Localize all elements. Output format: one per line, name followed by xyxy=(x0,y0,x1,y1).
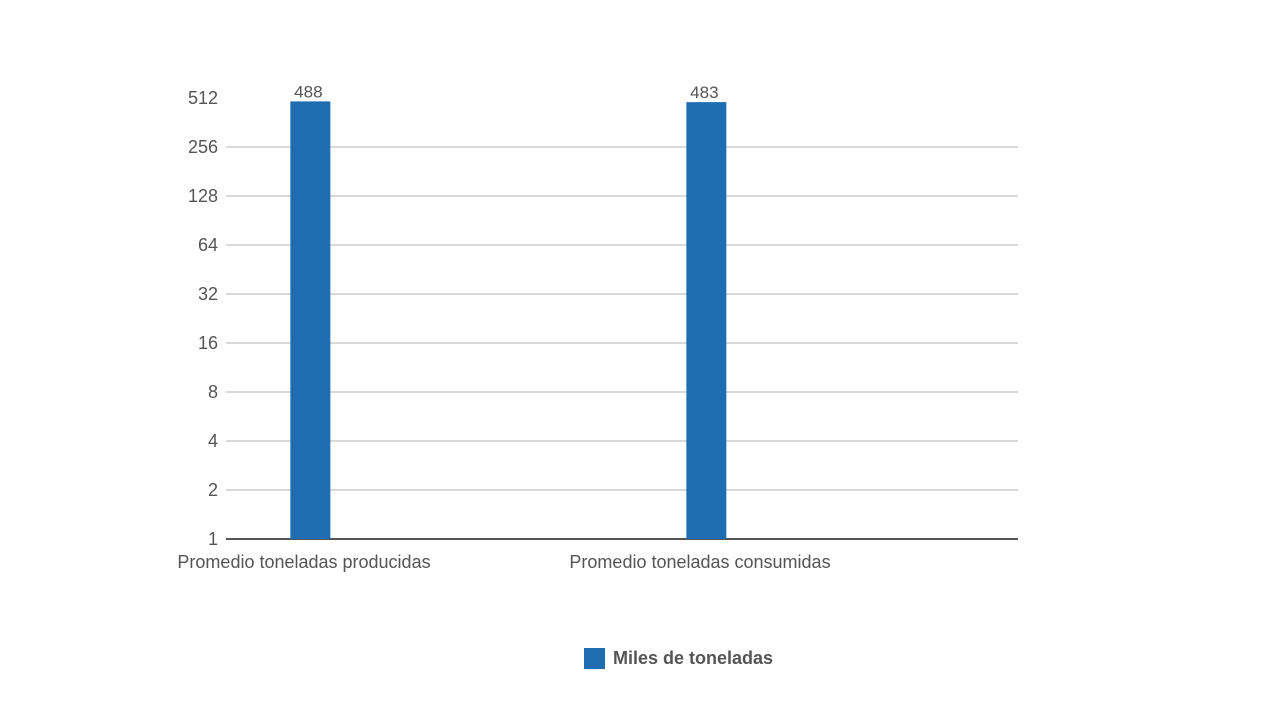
bar xyxy=(290,101,331,540)
bar xyxy=(686,102,727,539)
legend: Miles de toneladas xyxy=(584,648,773,669)
y-tick-label: 256 xyxy=(188,137,218,157)
y-tick-label: 1 xyxy=(208,529,218,549)
x-category-label: Promedio toneladas producidas xyxy=(177,552,430,572)
y-tick-label: 16 xyxy=(198,333,218,353)
y-tick-label: 2 xyxy=(208,480,218,500)
y-tick-label: 512 xyxy=(188,88,218,108)
y-tick-label: 64 xyxy=(198,235,218,255)
y-tick-label: 8 xyxy=(208,382,218,402)
data-label: 488 xyxy=(294,82,322,101)
legend-swatch xyxy=(584,648,605,669)
y-tick-label: 4 xyxy=(208,431,218,451)
legend-label: Miles de toneladas xyxy=(613,648,774,668)
y-tick-label: 32 xyxy=(198,284,218,304)
x-category-label: Promedio toneladas consumidas xyxy=(569,552,830,572)
y-tick-label: 128 xyxy=(188,186,218,206)
data-label: 483 xyxy=(690,83,718,102)
